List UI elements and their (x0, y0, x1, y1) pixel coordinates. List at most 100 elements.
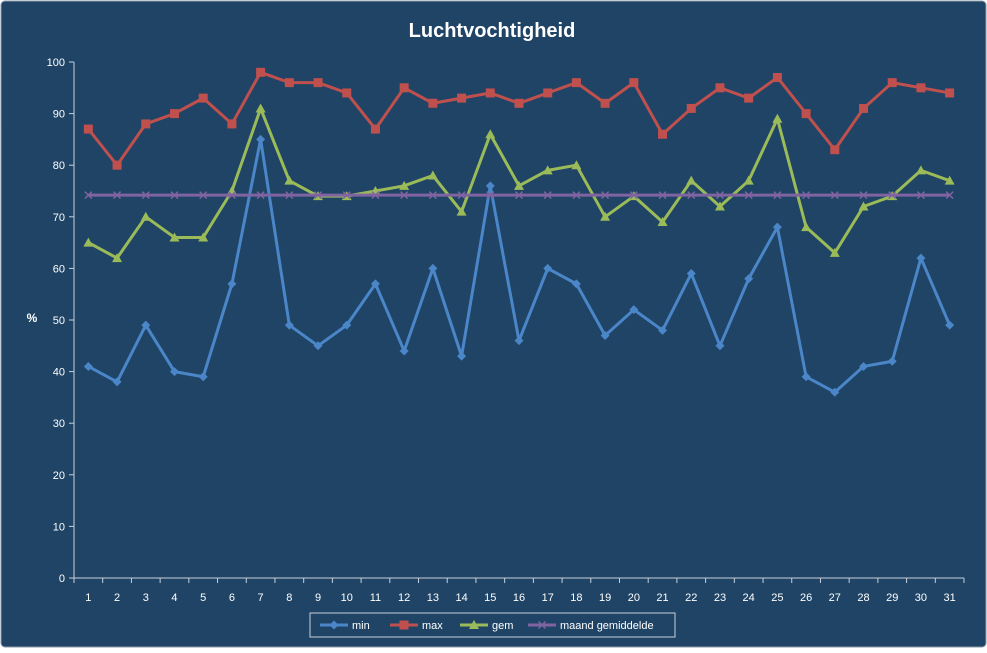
x-tick-label: 18 (570, 592, 582, 604)
data-point-maand-gemiddelde-stroke (773, 191, 782, 200)
x-tick-label: 3 (143, 592, 149, 604)
data-point-maand-gemiddelde-stroke (830, 191, 839, 200)
data-point-min (686, 269, 696, 279)
data-point-min (284, 320, 294, 330)
data-point-maand-gemiddelde-stroke (371, 191, 380, 200)
data-point-min (543, 263, 553, 273)
x-tick-label: 29 (886, 592, 898, 604)
data-point-maand-gemiddelde (285, 191, 294, 200)
data-point-maand-gemiddelde (84, 191, 93, 200)
data-point-max (945, 88, 955, 98)
data-point-maand-gemiddelde (256, 191, 265, 200)
data-point-min (658, 325, 668, 335)
data-point-gem (772, 113, 783, 123)
data-point-maand-gemiddelde (199, 191, 208, 200)
legend-item-maand-gemiddelde: maand gemiddelde (528, 620, 654, 632)
data-point-max (141, 119, 151, 129)
data-point-maand-gemiddelde (342, 191, 351, 200)
legend-item-max: max (390, 620, 443, 632)
data-point-max (227, 119, 237, 129)
data-point-maand-gemiddelde-stroke (601, 191, 610, 200)
y-axis-label: % (27, 311, 38, 325)
x-tick-label: 23 (714, 592, 726, 604)
data-point-max (600, 98, 610, 108)
data-point-max (514, 98, 524, 108)
data-point-max (83, 124, 93, 134)
data-point-maand-gemiddelde (744, 191, 753, 200)
data-point-max (571, 78, 581, 88)
data-point-max (629, 78, 639, 88)
data-point-gem (600, 211, 611, 221)
data-point-min (428, 263, 438, 273)
data-point-gem (198, 232, 209, 242)
data-point-min (772, 222, 782, 232)
data-point-min (801, 372, 811, 382)
y-tick-label: 30 (53, 418, 65, 430)
data-point-max (313, 78, 323, 88)
data-point-min (485, 181, 495, 191)
data-point-max (801, 109, 811, 119)
x-tick-label: 27 (829, 592, 841, 604)
data-point-maand-gemiddelde-stroke (543, 191, 552, 200)
data-point-min (629, 305, 639, 315)
x-tick-label: 24 (743, 592, 755, 604)
data-point-maand-gemiddelde (457, 191, 466, 200)
data-point-maand-gemiddelde (715, 191, 724, 200)
data-point-gem (112, 253, 123, 263)
data-point-min (370, 279, 380, 289)
y-tick-label: 60 (53, 263, 65, 275)
x-tick-label: 6 (229, 592, 235, 604)
data-point-gem (456, 206, 467, 216)
legend-label: min (352, 620, 370, 632)
data-point-maand-gemiddelde-stroke (285, 191, 294, 200)
y-tick-label: 50 (53, 315, 65, 327)
data-point-min (313, 341, 323, 351)
x-tick-label: 12 (398, 592, 410, 604)
data-point-maand-gemiddelde (773, 191, 782, 200)
data-point-gem (399, 180, 410, 190)
series-layer (83, 67, 955, 397)
data-point-max (399, 83, 409, 93)
data-point-maand-gemiddelde-stroke (170, 191, 179, 200)
data-point-maand-gemiddelde-stroke (572, 191, 581, 200)
data-point-maand-gemiddelde (227, 191, 236, 200)
data-point-maand-gemiddelde-stroke (227, 191, 236, 200)
data-point-min (342, 320, 352, 330)
data-point-gem (944, 175, 955, 185)
x-tick-label: 4 (171, 592, 177, 604)
x-tick-label: 15 (484, 592, 496, 604)
data-point-maand-gemiddelde-stroke (945, 191, 954, 200)
data-point-gem (514, 180, 524, 190)
x-tick-label: 8 (286, 592, 292, 604)
y-tick-label: 100 (47, 57, 65, 69)
data-point-max (370, 124, 380, 134)
legend-label: max (422, 620, 443, 632)
data-point-min (227, 279, 237, 289)
data-point-max (198, 93, 208, 103)
x-tick-label: 31 (944, 592, 956, 604)
data-point-maand-gemiddelde (314, 191, 323, 200)
data-point-maand-gemiddelde-stroke (658, 191, 667, 200)
legend-swatch-marker (329, 620, 339, 630)
x-tick-label: 13 (427, 592, 439, 604)
data-point-max (772, 72, 782, 82)
data-point-gem (427, 170, 438, 180)
x-tick-label: 28 (857, 592, 869, 604)
series-maand-gemiddelde (84, 191, 954, 200)
x-tick-label: 22 (685, 592, 697, 604)
y-tick-label: 20 (53, 470, 65, 482)
legend-box (309, 612, 676, 638)
data-point-maand-gemiddelde-stroke (256, 191, 265, 200)
data-point-maand-gemiddelde (486, 191, 495, 200)
data-point-maand-gemiddelde (945, 191, 954, 200)
data-point-max (715, 83, 725, 93)
data-point-maand-gemiddelde-stroke (715, 191, 724, 200)
data-point-maand-gemiddelde (687, 191, 696, 200)
data-point-max (112, 160, 122, 170)
data-point-maand-gemiddelde-stroke (888, 191, 897, 200)
x-tick-label: 9 (315, 592, 321, 604)
data-point-max (830, 145, 840, 155)
data-point-min (256, 134, 266, 144)
